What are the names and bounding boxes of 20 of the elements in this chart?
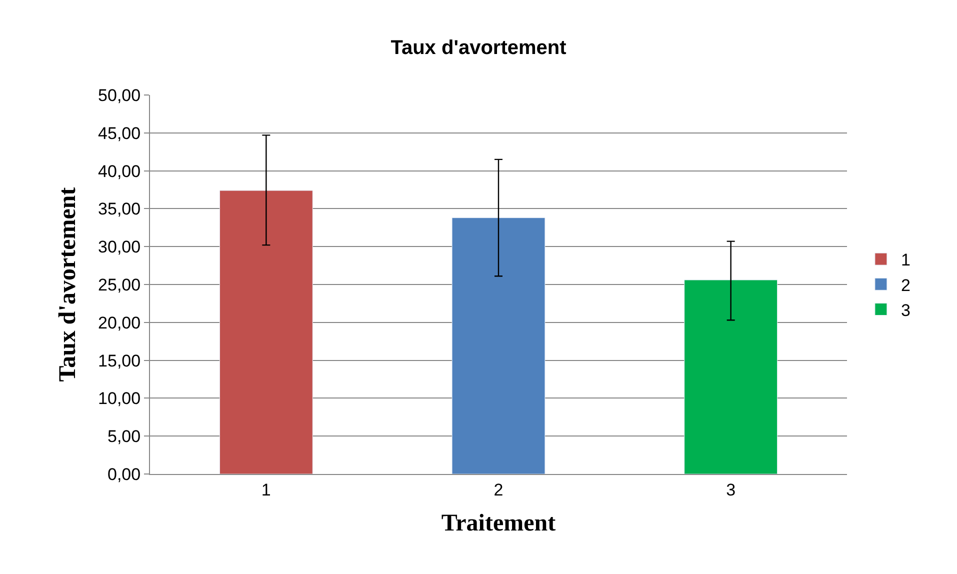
y-tick-label: 45,00 [98,124,141,143]
y-tick-label: 35,00 [98,200,141,219]
y-tick-label: 20,00 [98,313,141,332]
y-tick-label: 0,00 [108,464,141,484]
x-axis-title: Traitement [441,510,556,537]
legend-label: 1 [900,250,910,270]
x-tick-label: 1 [261,480,271,500]
x-tick-label: 3 [726,480,736,500]
chart-title: Taux d'avortement [390,37,567,60]
y-tick-label: 50,00 [98,86,141,105]
y-axis-title: Taux d'avortement [55,187,82,382]
legend-label: 3 [900,300,910,320]
y-tick-label: 40,00 [98,162,141,181]
y-tick-label: 5,00 [108,427,141,446]
x-tick-label: 2 [494,480,504,500]
y-tick-label: 15,00 [98,351,141,370]
y-tick-label: 25,00 [98,275,141,294]
legend-label: 2 [900,276,910,295]
y-tick-label: 30,00 [98,238,141,257]
y-tick-label: 10,00 [98,389,141,408]
